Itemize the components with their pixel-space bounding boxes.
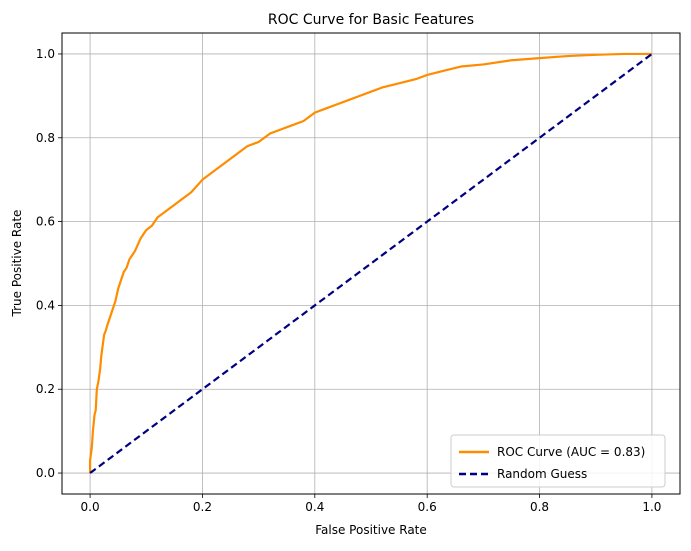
y-tick-label: 0.6 [36, 215, 55, 229]
random-guess-line [89, 53, 653, 474]
legend: ROC Curve (AUC = 0.83) Random Guess [450, 434, 666, 488]
x-axis-label: False Positive Rate [315, 523, 427, 537]
y-tick-label: 0.8 [36, 131, 55, 145]
x-tick-label: 0.0 [81, 500, 100, 514]
grid [62, 33, 680, 494]
legend-box [450, 434, 666, 488]
x-tick-label: 0.6 [418, 500, 437, 514]
x-tick-label: 0.8 [530, 500, 549, 514]
x-tick-label: 0.2 [193, 500, 212, 514]
y-tick-label: 0.0 [36, 466, 55, 480]
x-axis-ticks: 0.0 0.2 0.4 0.6 0.8 1.0 [81, 494, 661, 514]
roc-curve-line [88, 52, 652, 474]
y-tick-label: 1.0 [36, 47, 55, 61]
x-tick-label: 1.0 [642, 500, 661, 514]
y-tick-label: 0.4 [36, 298, 55, 312]
y-axis-label: True Positive Rate [10, 210, 24, 318]
y-axis-ticks: 0.0 0.2 0.4 0.6 0.8 1.0 [36, 47, 62, 480]
plot-area [88, 52, 653, 474]
legend-label-random: Random Guess [497, 467, 587, 481]
chart-title: ROC Curve for Basic Features [268, 12, 474, 28]
y-tick-label: 0.2 [36, 382, 55, 396]
plot-frame [61, 32, 681, 495]
x-tick-label: 0.4 [305, 500, 324, 514]
legend-label-roc: ROC Curve (AUC = 0.83) [497, 445, 645, 459]
